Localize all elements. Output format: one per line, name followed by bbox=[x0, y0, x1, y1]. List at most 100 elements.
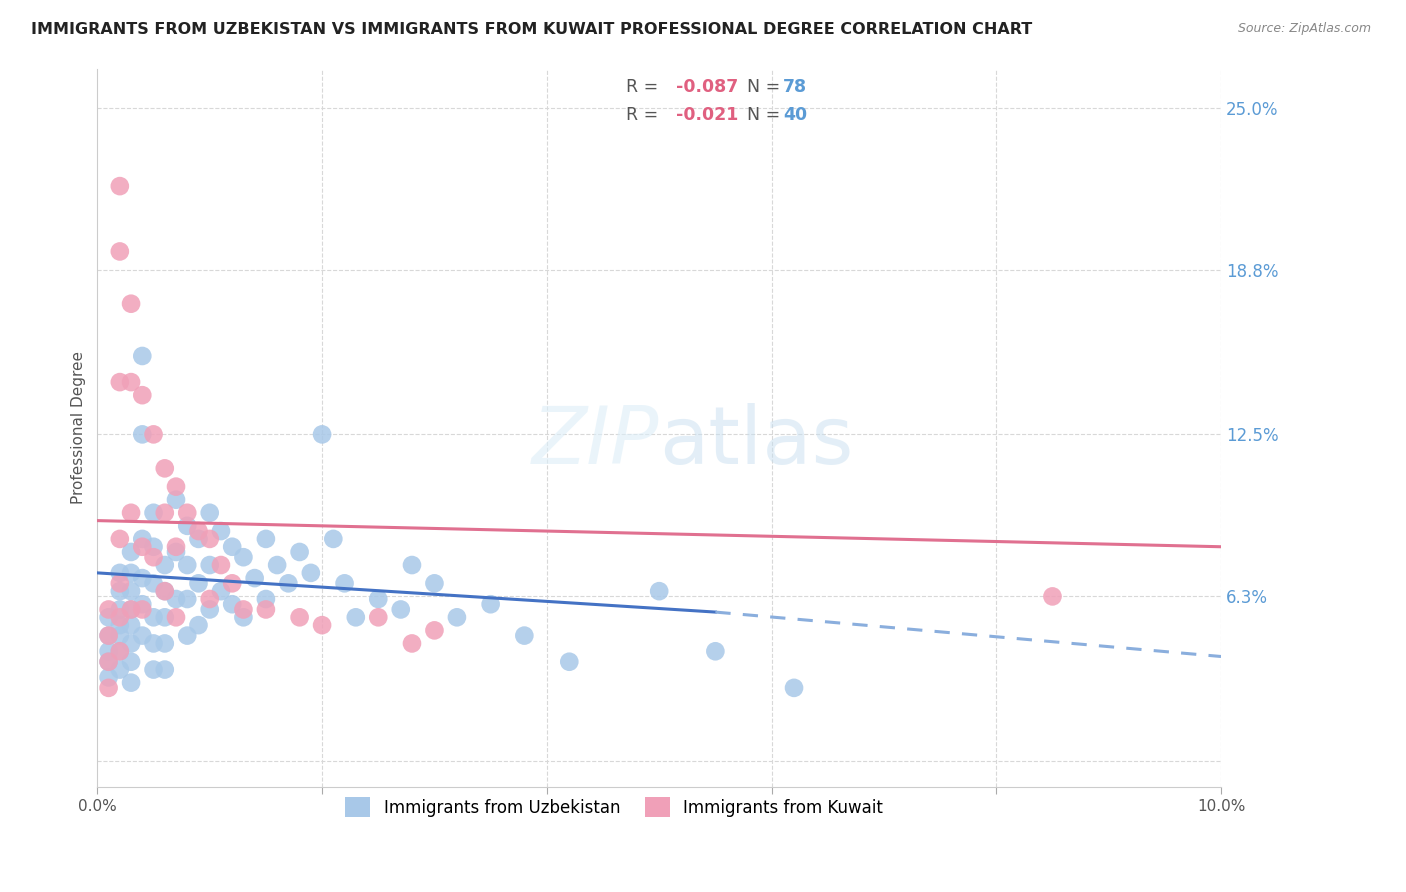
Point bbox=[131, 388, 153, 402]
Point bbox=[108, 644, 131, 658]
Point bbox=[120, 506, 142, 520]
Point bbox=[367, 592, 389, 607]
Point bbox=[131, 571, 153, 585]
Point bbox=[176, 506, 198, 520]
Point bbox=[120, 545, 142, 559]
Point bbox=[299, 566, 322, 580]
Point bbox=[142, 540, 165, 554]
Point bbox=[153, 461, 176, 475]
Point bbox=[254, 532, 277, 546]
Point bbox=[120, 602, 142, 616]
Point bbox=[108, 629, 131, 643]
Point bbox=[120, 655, 142, 669]
Point bbox=[187, 524, 209, 538]
Text: -0.087: -0.087 bbox=[676, 78, 738, 95]
Point bbox=[423, 576, 446, 591]
Point bbox=[165, 545, 187, 559]
Text: 78: 78 bbox=[783, 78, 807, 95]
Point bbox=[108, 576, 131, 591]
Point bbox=[108, 644, 131, 658]
Point bbox=[153, 636, 176, 650]
Point bbox=[165, 610, 187, 624]
Point bbox=[97, 610, 120, 624]
Point bbox=[266, 558, 288, 572]
Point bbox=[1042, 590, 1064, 604]
Point bbox=[176, 558, 198, 572]
Text: -0.021: -0.021 bbox=[676, 106, 738, 124]
Text: Source: ZipAtlas.com: Source: ZipAtlas.com bbox=[1237, 22, 1371, 36]
Point bbox=[142, 427, 165, 442]
Point bbox=[120, 618, 142, 632]
Point bbox=[108, 532, 131, 546]
Y-axis label: Professional Degree: Professional Degree bbox=[72, 351, 86, 504]
Point bbox=[209, 524, 232, 538]
Point bbox=[131, 427, 153, 442]
Point bbox=[108, 179, 131, 194]
Point bbox=[187, 576, 209, 591]
Point bbox=[243, 571, 266, 585]
Point bbox=[120, 636, 142, 650]
Point bbox=[131, 602, 153, 616]
Point bbox=[142, 576, 165, 591]
Point bbox=[97, 655, 120, 669]
Text: N =: N = bbox=[747, 78, 786, 95]
Point bbox=[198, 558, 221, 572]
Text: R =: R = bbox=[626, 78, 664, 95]
Point bbox=[322, 532, 344, 546]
Point bbox=[479, 597, 502, 611]
Point bbox=[153, 506, 176, 520]
Point bbox=[446, 610, 468, 624]
Point bbox=[198, 532, 221, 546]
Point bbox=[198, 592, 221, 607]
Point bbox=[232, 550, 254, 565]
Point bbox=[209, 558, 232, 572]
Point bbox=[558, 655, 581, 669]
Point bbox=[176, 629, 198, 643]
Text: atlas: atlas bbox=[659, 403, 853, 481]
Point bbox=[165, 540, 187, 554]
Point bbox=[153, 610, 176, 624]
Point bbox=[97, 629, 120, 643]
Point bbox=[142, 550, 165, 565]
Point bbox=[783, 681, 806, 695]
Point bbox=[311, 427, 333, 442]
Point bbox=[176, 592, 198, 607]
Text: 40: 40 bbox=[783, 106, 807, 124]
Point bbox=[367, 610, 389, 624]
Point bbox=[120, 675, 142, 690]
Point bbox=[153, 584, 176, 599]
Point bbox=[389, 602, 412, 616]
Point bbox=[221, 597, 243, 611]
Point bbox=[97, 644, 120, 658]
Point bbox=[97, 681, 120, 695]
Text: N =: N = bbox=[747, 106, 786, 124]
Point bbox=[198, 506, 221, 520]
Point bbox=[277, 576, 299, 591]
Point bbox=[153, 663, 176, 677]
Point bbox=[165, 480, 187, 494]
Point bbox=[97, 670, 120, 684]
Point bbox=[513, 629, 536, 643]
Point bbox=[97, 602, 120, 616]
Point bbox=[120, 375, 142, 389]
Point bbox=[648, 584, 671, 599]
Point bbox=[311, 618, 333, 632]
Point bbox=[108, 244, 131, 259]
Point bbox=[221, 540, 243, 554]
Point bbox=[232, 610, 254, 624]
Text: IMMIGRANTS FROM UZBEKISTAN VS IMMIGRANTS FROM KUWAIT PROFESSIONAL DEGREE CORRELA: IMMIGRANTS FROM UZBEKISTAN VS IMMIGRANTS… bbox=[31, 22, 1032, 37]
Point bbox=[423, 624, 446, 638]
Point bbox=[108, 663, 131, 677]
Point bbox=[131, 597, 153, 611]
Point bbox=[254, 602, 277, 616]
Point bbox=[254, 592, 277, 607]
Point bbox=[108, 584, 131, 599]
Text: R =: R = bbox=[626, 106, 664, 124]
Point bbox=[333, 576, 356, 591]
Point bbox=[131, 532, 153, 546]
Point bbox=[187, 532, 209, 546]
Point bbox=[108, 375, 131, 389]
Point bbox=[209, 584, 232, 599]
Point bbox=[221, 576, 243, 591]
Point bbox=[120, 584, 142, 599]
